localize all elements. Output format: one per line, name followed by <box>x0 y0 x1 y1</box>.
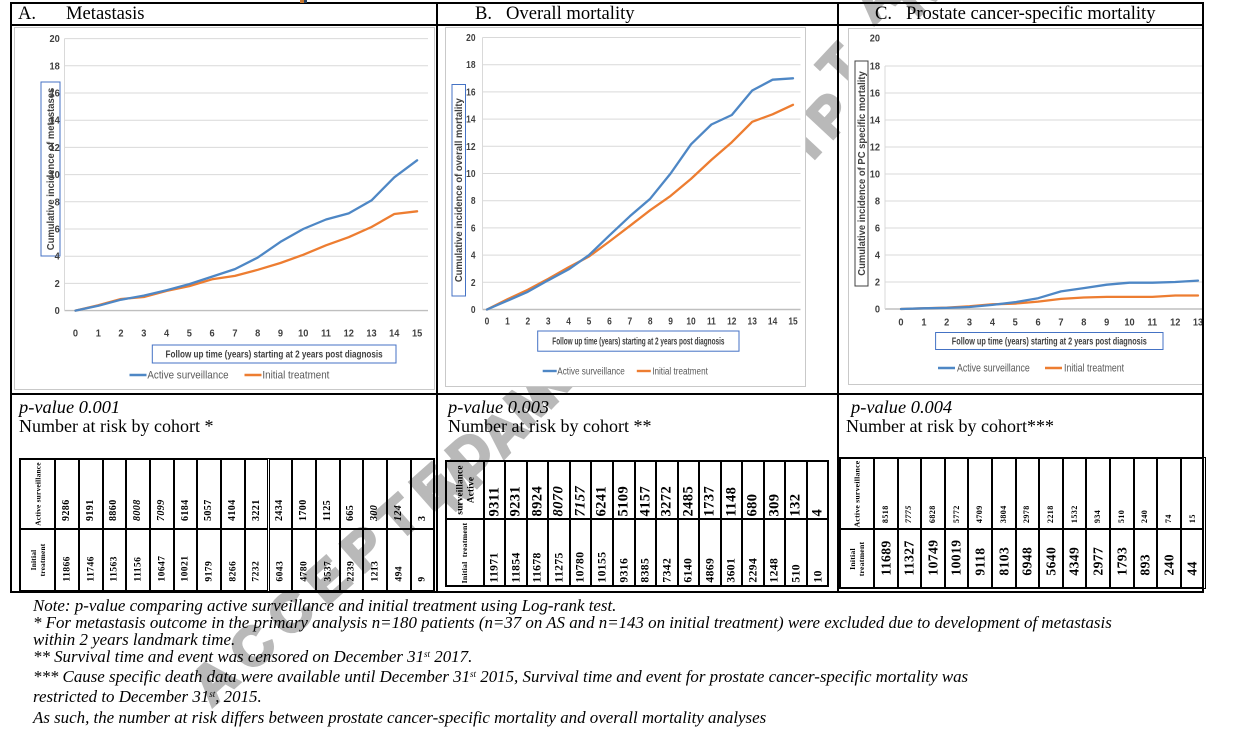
svg-text:13: 13 <box>366 328 377 340</box>
svg-text:12: 12 <box>466 141 475 153</box>
svg-text:4: 4 <box>875 250 881 262</box>
svg-text:11: 11 <box>1147 317 1157 329</box>
svg-text:13: 13 <box>1193 317 1203 329</box>
svg-text:5: 5 <box>1013 317 1019 329</box>
svg-text:14: 14 <box>50 115 61 127</box>
svg-text:Cumulative incidence of metast: Cumulative incidence of metastases <box>45 87 57 250</box>
svg-text:Active surveillance: Active surveillance <box>147 369 228 382</box>
svg-text:2: 2 <box>118 328 124 340</box>
svg-text:10: 10 <box>870 169 881 181</box>
svg-text:16: 16 <box>466 87 475 99</box>
svg-text:15: 15 <box>788 316 798 328</box>
svg-text:7: 7 <box>1058 317 1064 329</box>
svg-text:3: 3 <box>967 317 973 329</box>
svg-text:14: 14 <box>466 114 476 126</box>
svg-text:13: 13 <box>748 316 757 328</box>
svg-text:10: 10 <box>298 328 309 340</box>
svg-text:Follow up time (years) starti: Follow up time (years) starting at 2 yea… <box>552 335 724 347</box>
svg-text:0: 0 <box>55 306 61 318</box>
svg-text:8: 8 <box>255 328 261 340</box>
svg-text:10: 10 <box>466 168 475 180</box>
svg-text:Initial treatment: Initial treatment <box>262 369 329 382</box>
svg-text:1: 1 <box>921 317 927 329</box>
svg-text:4: 4 <box>990 317 996 329</box>
svg-text:3: 3 <box>546 316 551 328</box>
svg-text:8: 8 <box>471 195 476 207</box>
svg-text:Cumulative incidence of PC spe: Cumulative incidence of PC specific mort… <box>856 71 868 276</box>
svg-text:Initial treatment: Initial treatment <box>652 366 708 377</box>
svg-text:12: 12 <box>727 316 736 328</box>
svg-text:18: 18 <box>870 61 881 73</box>
svg-text:0: 0 <box>73 328 79 340</box>
svg-text:12: 12 <box>50 142 61 154</box>
svg-text:Active surveillance: Active surveillance <box>957 363 1030 375</box>
svg-text:14: 14 <box>768 316 778 328</box>
svg-text:0: 0 <box>471 304 476 316</box>
svg-text:1: 1 <box>505 316 510 328</box>
svg-text:6: 6 <box>471 223 476 235</box>
svg-text:1: 1 <box>96 328 102 340</box>
svg-text:4: 4 <box>55 251 61 263</box>
svg-text:5: 5 <box>587 316 592 328</box>
svg-text:0: 0 <box>898 317 904 329</box>
svg-text:4: 4 <box>164 328 170 340</box>
svg-text:9: 9 <box>278 328 284 340</box>
svg-text:2: 2 <box>944 317 950 329</box>
svg-text:2: 2 <box>471 277 476 289</box>
svg-text:8: 8 <box>55 197 61 209</box>
svg-text:18: 18 <box>466 59 475 71</box>
svg-text:20: 20 <box>50 34 61 46</box>
svg-text:5: 5 <box>187 328 193 340</box>
svg-text:12: 12 <box>344 328 355 340</box>
svg-text:4: 4 <box>566 316 571 328</box>
svg-text:6: 6 <box>55 224 61 236</box>
svg-text:10: 10 <box>1124 317 1135 329</box>
svg-text:8: 8 <box>648 316 653 328</box>
svg-text:Follow up time (years) starti: Follow up time (years) starting at 2 yea… <box>952 335 1147 346</box>
svg-text:Follow up time (years) startin: Follow up time (years) starting at 2 yea… <box>166 349 383 360</box>
svg-text:9: 9 <box>1104 317 1110 329</box>
svg-text:20: 20 <box>466 32 475 44</box>
svg-text:8: 8 <box>1081 317 1087 329</box>
svg-text:7: 7 <box>627 316 632 328</box>
svg-text:Initial treatment: Initial treatment <box>1064 363 1124 375</box>
svg-text:11: 11 <box>707 316 717 328</box>
svg-text:12: 12 <box>1170 317 1181 329</box>
svg-text:11: 11 <box>321 328 331 340</box>
svg-text:16: 16 <box>50 88 61 100</box>
svg-text:10: 10 <box>50 170 61 182</box>
svg-text:4: 4 <box>471 250 476 262</box>
svg-text:15: 15 <box>412 328 423 340</box>
svg-text:0: 0 <box>875 304 881 316</box>
svg-text:20: 20 <box>870 33 881 45</box>
svg-text:18: 18 <box>50 61 61 73</box>
svg-text:6: 6 <box>607 316 612 328</box>
svg-text:6: 6 <box>1036 317 1042 329</box>
svg-text:2: 2 <box>875 277 881 289</box>
svg-text:14: 14 <box>870 115 881 127</box>
svg-text:7: 7 <box>232 328 238 340</box>
svg-text:2: 2 <box>55 278 61 290</box>
svg-text:0: 0 <box>485 316 490 328</box>
svg-text:14: 14 <box>389 328 400 340</box>
svg-text:16: 16 <box>870 88 881 100</box>
svg-text:12: 12 <box>870 142 881 154</box>
svg-text:2: 2 <box>525 316 530 328</box>
svg-text:Active surveillance: Active surveillance <box>557 366 624 377</box>
svg-text:8: 8 <box>875 196 881 208</box>
svg-text:6: 6 <box>875 223 881 235</box>
svg-text:3: 3 <box>141 328 147 340</box>
svg-text:10: 10 <box>686 316 695 328</box>
svg-text:9: 9 <box>668 316 673 328</box>
svg-text:6: 6 <box>210 328 216 340</box>
svg-text:Cumulative incidence of overal: Cumulative incidence of overall mortalit… <box>454 98 466 282</box>
